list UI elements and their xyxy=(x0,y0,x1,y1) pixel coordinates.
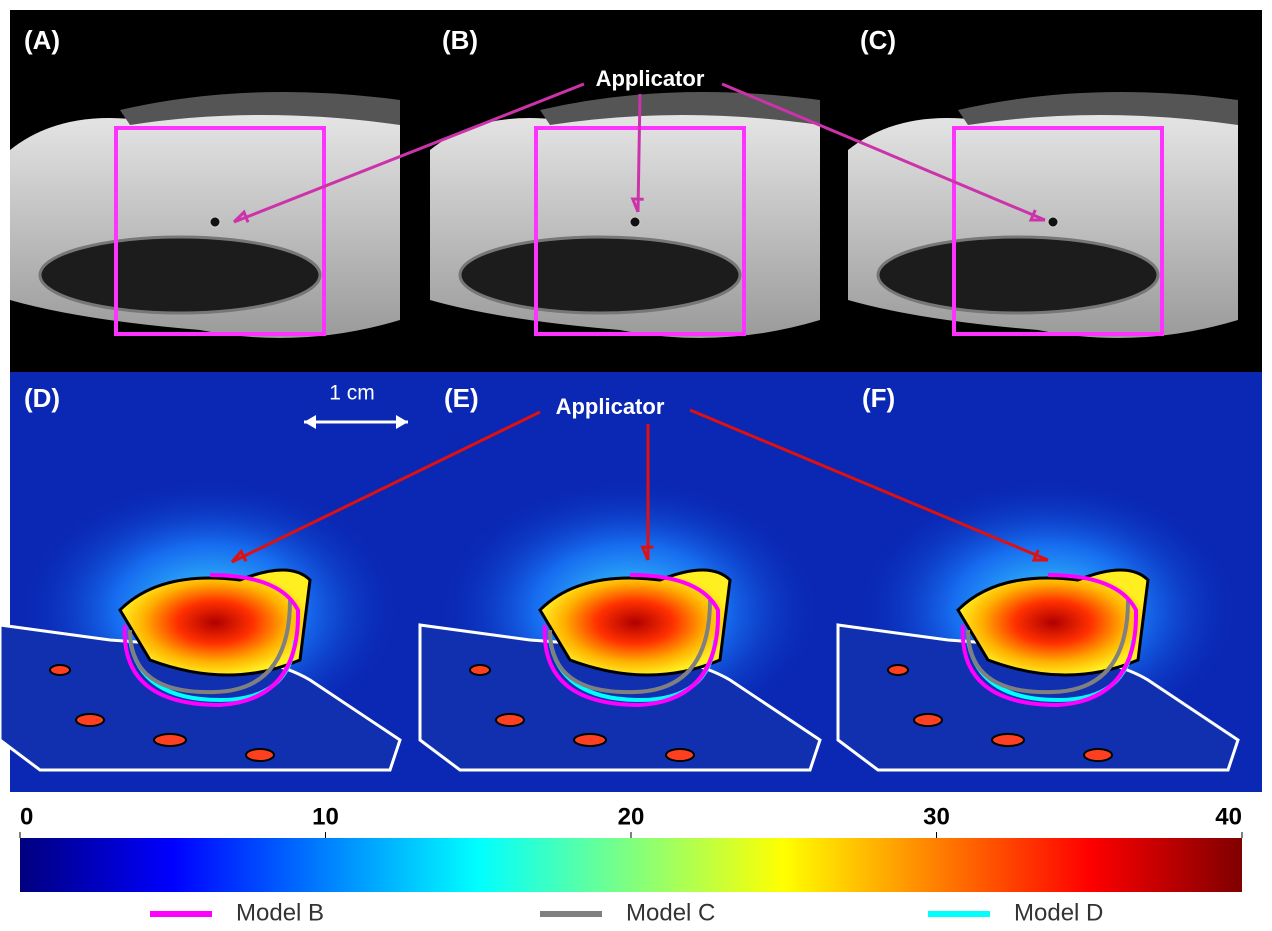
panel-label: (E) xyxy=(444,383,479,413)
panel-label: (D) xyxy=(24,383,60,413)
annotation: Applicator xyxy=(596,66,705,91)
legend-label: Model C xyxy=(626,899,715,926)
panel-label: (C) xyxy=(860,25,896,55)
colorbar-tick-label: 20 xyxy=(618,803,645,830)
figure: (A) (B) (C) (D) (E) (F) Applicator Applicator… xyxy=(0,0,1272,931)
colorbar xyxy=(20,838,1242,892)
annotation: Applicator xyxy=(556,394,665,419)
panel-label: (B) xyxy=(442,25,478,55)
panel-label: (A) xyxy=(24,25,60,55)
legend-label: Model B xyxy=(236,899,324,926)
colorbar-tick-label: 30 xyxy=(923,803,950,830)
colorbar-tick-label: 0 xyxy=(20,803,33,830)
legend-label: Model D xyxy=(1014,899,1103,926)
colorbar-tick-label: 10 xyxy=(312,803,339,830)
arrow xyxy=(638,94,640,212)
panel-label: (F) xyxy=(862,383,895,413)
scale-label: 1 cm xyxy=(329,382,375,405)
colorbar-tick-label: 40 xyxy=(1215,803,1242,830)
